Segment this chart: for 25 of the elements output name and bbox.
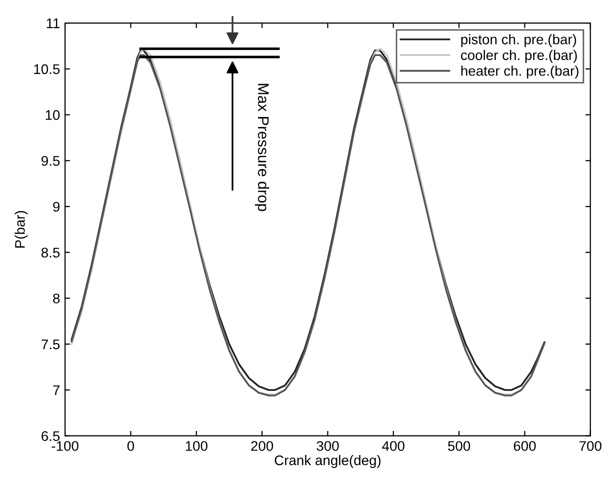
y-tick-label: 11 [46,18,60,28]
x-tick-label: 700 [579,441,602,451]
y-tick-label: 7.5 [42,340,60,350]
y-tick-label: 9.5 [42,156,60,166]
legend-label: cooler ch. pre.(bar) [460,50,577,63]
annotation: Max Pressure drop [254,84,270,212]
y-tick-label: 10 [46,110,60,120]
x-tick-label: 600 [514,441,536,451]
x-tick-label: 100 [186,441,208,451]
y-tick-label: 8.5 [41,248,60,258]
x-tick-label: 200 [251,441,274,451]
x-tick-label: 300 [316,441,339,451]
y-tick-label: 6.5 [42,431,60,442]
y-tick-label: 8 [53,294,60,304]
x-tick-label: 0 [127,441,134,451]
y-tick-label: 9 [53,202,60,212]
x-tick-label: 500 [448,441,470,451]
y-tick-label: 7 [53,385,60,396]
legend-label: piston ch. pre.(bar) [461,34,576,48]
x-tick-label: 400 [382,441,404,451]
y-tick-label: 10.5 [34,64,60,74]
x-axis-title: Crank angle(deg) [274,455,381,468]
legend-label: heater ch. pre.(bar) [461,66,578,79]
x-tick-label: -100 [52,441,78,451]
y-axis-title: P(bar) [14,211,28,248]
